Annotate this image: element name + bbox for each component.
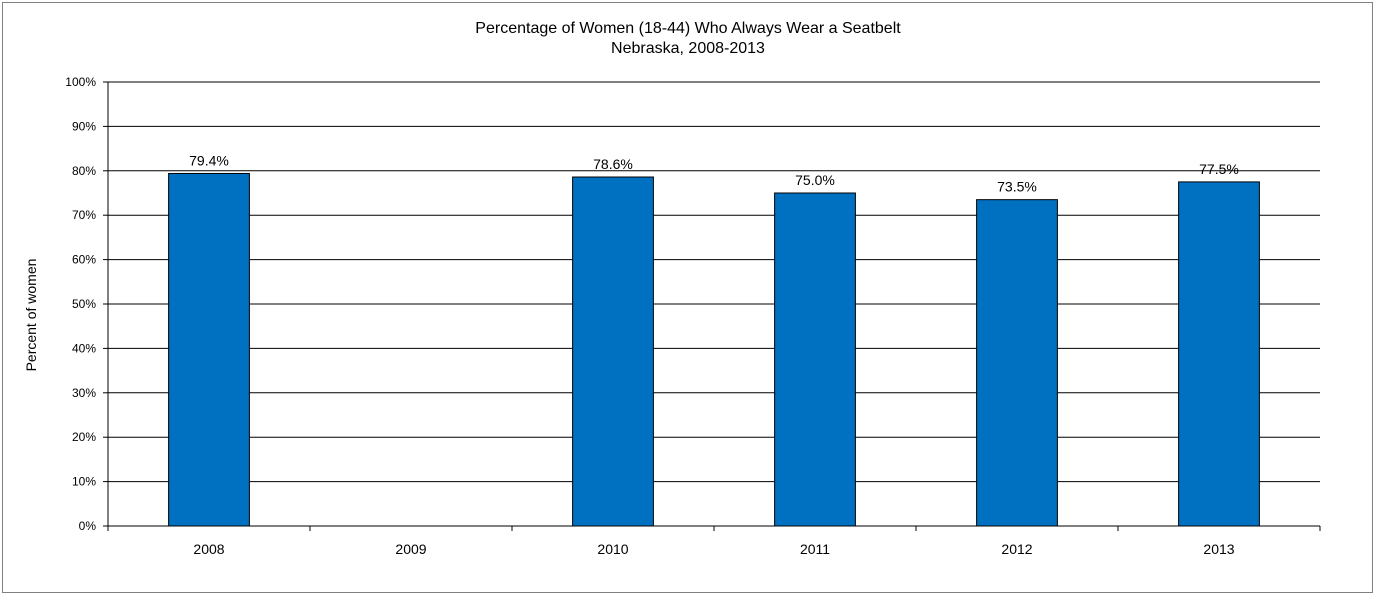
x-tick-label: 2013 [1203, 541, 1234, 557]
y-tick-label: 90% [72, 119, 96, 133]
chart-title: Percentage of Women (18-44) Who Always W… [475, 20, 901, 37]
y-tick-label: 30% [72, 386, 96, 400]
axes: 0% 10% 20% 30% 40% 50% 60% 70% 80% 90% 100% 2008 200… [65, 75, 1321, 557]
bar [1178, 181, 1260, 527]
y-tick-label: 10% [72, 475, 96, 489]
data-label: 79.4% [189, 152, 229, 168]
data-label: 78.6% [593, 156, 633, 172]
y-axis-title: Percent of women [23, 259, 39, 372]
bar [572, 176, 654, 527]
data-labels: 79.4% 78.6% 75.0% 73.5% 77.5% [189, 152, 1239, 194]
x-tick-label: 2012 [1001, 541, 1032, 557]
chart-subtitle: Nebraska, 2008-2013 [611, 40, 765, 57]
y-tick-label: 50% [72, 297, 96, 311]
y-tick-label: 60% [72, 253, 96, 267]
y-tick-label: 20% [72, 430, 96, 444]
x-tick-label: 2008 [193, 541, 224, 557]
data-label: 75.0% [795, 172, 835, 188]
y-tick-label: 80% [72, 164, 96, 178]
y-tick-label: 40% [72, 341, 96, 355]
y-tick-label: 70% [72, 208, 96, 222]
data-label: 73.5% [997, 179, 1037, 195]
data-label: 77.5% [1199, 161, 1239, 177]
bar [168, 172, 250, 527]
x-tick-label: 2011 [800, 541, 830, 557]
bar [976, 199, 1058, 527]
bar [774, 192, 856, 527]
gridlines [108, 81, 1320, 483]
y-tick-label: 0% [79, 519, 97, 533]
y-tick-label: 100% [65, 75, 96, 89]
x-tick-label: 2009 [395, 541, 426, 557]
bars [168, 172, 1260, 527]
x-tick-label: 2010 [597, 541, 628, 557]
